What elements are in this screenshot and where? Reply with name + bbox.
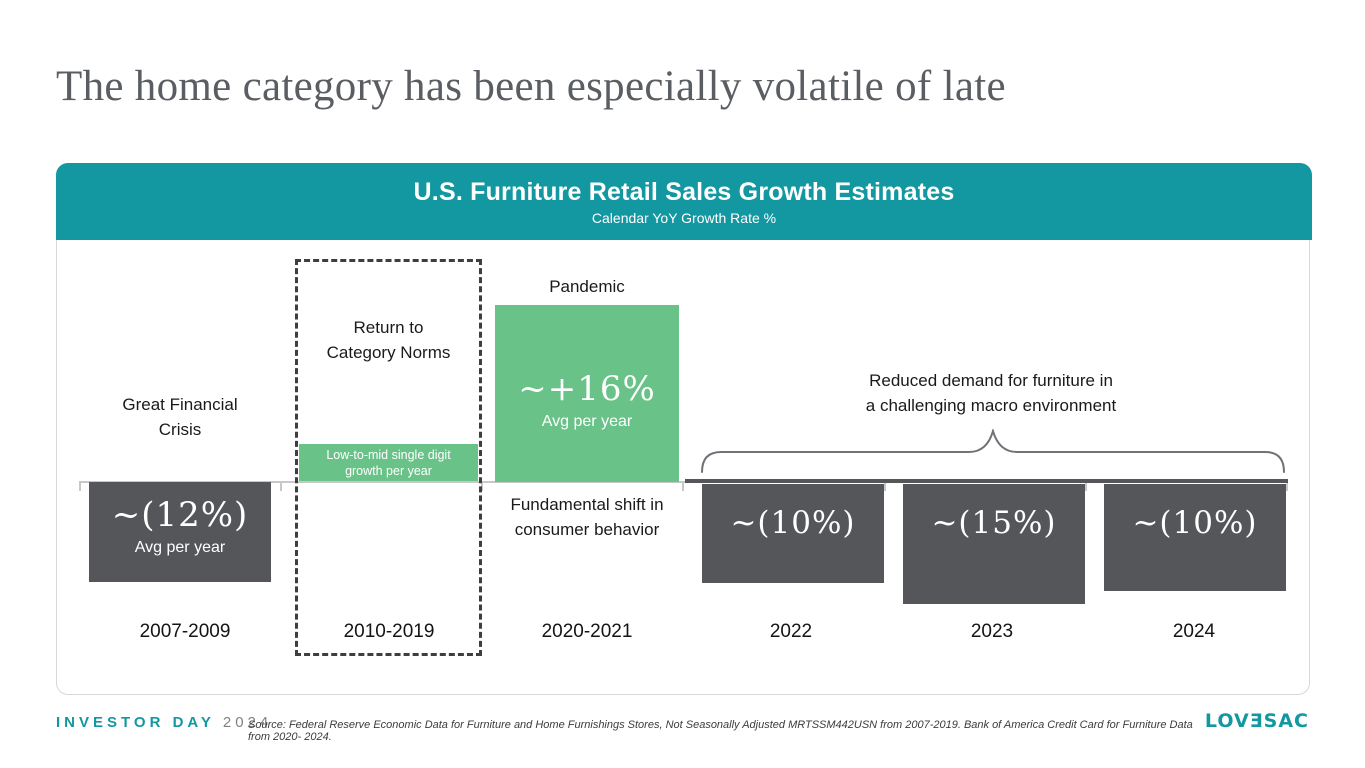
- bar-2023: ~(15%): [903, 484, 1085, 604]
- x-axis-label-2024: 2024: [1172, 621, 1216, 642]
- chart-card: U.S. Furniture Retail Sales Growth Estim…: [56, 163, 1312, 695]
- bar-2022: ~(10%): [702, 484, 884, 583]
- investor-day-label: INVESTOR DAY: [56, 714, 215, 731]
- bar-value-label: ~+16%: [518, 369, 656, 409]
- x-axis-label-2022: 2022: [769, 621, 813, 642]
- bar-value-sublabel: Avg per year: [134, 539, 226, 556]
- page-title: The home category has been especially vo…: [56, 63, 1006, 110]
- axis-tick: [280, 481, 282, 491]
- annotation-reduced-demand: Reduced demand for furniture in a challe…: [865, 371, 1117, 415]
- investor-day-year: 2024: [222, 714, 273, 731]
- axis-tick: [884, 481, 886, 491]
- bar-value-label: ~(15%): [931, 505, 1057, 541]
- annotation-pandemic: Pandemic: [549, 277, 625, 296]
- lovesac-logo: LOVƎSAC: [1204, 710, 1309, 732]
- x-axis-label-2023: 2023: [970, 621, 1014, 642]
- bar-2020-2021: ~+16% Avg per year: [495, 305, 679, 482]
- axis-tick: [1286, 481, 1288, 491]
- bar-2024: ~(10%): [1104, 484, 1286, 591]
- bar-2010-2019: Low-to-mid single digit growth per year: [299, 444, 478, 481]
- chart-header: U.S. Furniture Retail Sales Growth Estim…: [56, 163, 1312, 240]
- chart-title: U.S. Furniture Retail Sales Growth Estim…: [413, 178, 955, 206]
- axis-dark-segment: [685, 479, 1288, 483]
- x-axis-label-2010-2019: 2010-2019: [343, 621, 435, 642]
- annotation-return-to-category-norms: Return to Category Norms: [326, 318, 451, 362]
- x-axis-label-2020-2021: 2020-2021: [541, 621, 633, 642]
- annotation-great-financial-crisis: Great Financial Crisis: [122, 395, 238, 439]
- annotation-fundamental-shift: Fundamental shift in consumer behavior: [510, 495, 664, 539]
- axis-tick: [682, 481, 684, 491]
- axis-tick: [1085, 481, 1087, 491]
- footer-event: INVESTOR DAY 2024: [56, 714, 272, 731]
- bar-2007-2009: ~(12%) Avg per year: [89, 482, 271, 582]
- bar-value-label: ~(10%): [1132, 505, 1258, 541]
- x-axis-label-2007-2009: 2007-2009: [139, 621, 231, 642]
- source-note: Source: Federal Reserve Economic Data fo…: [248, 719, 1193, 743]
- bar-value-sublabel: Avg per year: [541, 413, 633, 430]
- curly-brace: [701, 429, 1285, 473]
- axis-tick: [481, 481, 483, 491]
- dashed-outline-box-2010-2019: [295, 259, 482, 656]
- chart-subtitle: Calendar YoY Growth Rate %: [591, 210, 777, 226]
- axis-tick: [79, 481, 81, 491]
- bar-value-label: ~(12%): [111, 495, 249, 535]
- bar-value-label: ~(10%): [730, 505, 856, 541]
